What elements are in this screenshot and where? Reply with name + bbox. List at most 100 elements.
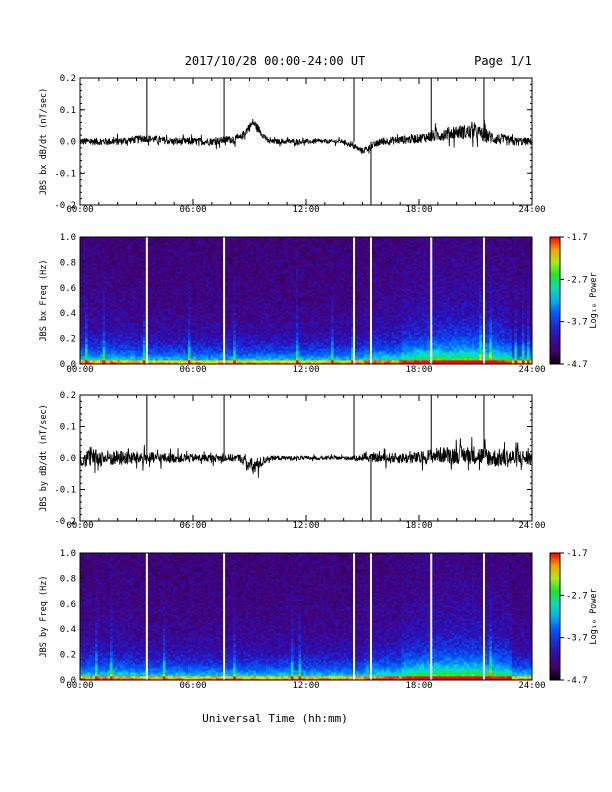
spectrogram-cell: [130, 286, 134, 289]
spectrogram-cell: [115, 360, 119, 363]
spectrogram-cell: [130, 322, 134, 325]
spectrogram-cell: [127, 362, 131, 365]
spectrogram-cell: [90, 250, 93, 254]
spectrogram-cell: [85, 298, 88, 301]
spectrogram-cell: [100, 292, 103, 295]
spectrogram-cell: [135, 280, 139, 284]
spectrogram-cell: [122, 352, 126, 355]
spectrogram-cell: [127, 308, 131, 311]
spectrogram-cell: [130, 280, 134, 284]
spectrogram-cell: [102, 244, 106, 248]
spectrogram-cell: [92, 312, 96, 315]
spectrogram-cell: [115, 256, 119, 260]
spectrogram-cell: [102, 350, 106, 353]
spectrogram-cell: [137, 296, 141, 299]
spectrogram-cell: [132, 288, 136, 291]
spectrogram-cell: [130, 300, 134, 303]
spectrogram-cell: [80, 358, 83, 361]
spectrogram-cell: [140, 358, 144, 361]
spectrogram-cell: [125, 292, 129, 295]
spectrogram-cell: [140, 278, 144, 282]
spectrogram-cell: [115, 264, 119, 268]
spectrogram-cell: [120, 306, 124, 309]
spectrogram-cell: [102, 332, 106, 335]
spectrogram-cell: [122, 328, 126, 331]
y-tick-label: 0.2: [60, 74, 76, 84]
spectrogram-cell: [102, 354, 106, 357]
spectrogram-cell: [117, 286, 121, 289]
spectrogram-cell: [125, 344, 129, 347]
spectrogram-cell: [112, 290, 116, 293]
spectrogram-cell: [127, 338, 131, 341]
spectrogram-cell: [127, 246, 131, 250]
spectrogram-cell: [130, 242, 134, 246]
spectrogram-cell: [105, 330, 109, 333]
spectrogram-cell: [122, 298, 126, 301]
spectrogram-cell: [87, 256, 91, 260]
spectrogram-cell: [92, 332, 96, 335]
spectrogram-cell: [105, 270, 109, 274]
spectrogram-cell: [87, 306, 91, 309]
spectrogram-cell: [92, 264, 96, 268]
spectrogram-cell: [137, 264, 141, 268]
spectrogram-cell: [90, 350, 93, 353]
spectrogram-cell: [112, 298, 116, 301]
spectrogram-cell: [97, 258, 101, 262]
spectrogram-cell: [135, 238, 139, 242]
spectrogram-cell: [132, 278, 136, 282]
spectrogram-cell: [132, 324, 136, 327]
spectrogram-cell: [135, 286, 139, 289]
spectrogram-cell: [90, 322, 93, 325]
spectrogram-cell: [132, 252, 136, 256]
spectrogram-cell: [130, 288, 134, 291]
spectrogram-cell: [82, 282, 86, 286]
spectrogram-cell: [142, 344, 146, 347]
spectrogram-cell: [122, 350, 126, 353]
spectrogram-cell: [125, 362, 129, 365]
spectrogram-cell: [102, 340, 106, 343]
spectrogram-cell: [105, 258, 109, 262]
spectrogram-cell: [117, 356, 121, 359]
spectrogram-cell: [90, 296, 93, 299]
spectrogram-cell: [80, 316, 83, 319]
spectrogram-cell: [82, 272, 86, 276]
spectrogram-cell: [135, 288, 139, 291]
spectrogram-cell: [102, 264, 106, 268]
spectrogram-cell: [97, 330, 101, 333]
spectrogram-cell: [115, 324, 119, 327]
spectrogram-cell: [112, 342, 116, 345]
spectrogram-cell: [110, 344, 114, 347]
spectrogram-cell: [115, 258, 119, 262]
spectrogram-cell: [135, 284, 139, 288]
spectrogram-cell: [105, 358, 109, 361]
spectrogram-cell: [120, 342, 124, 345]
spectrogram-cell: [147, 362, 151, 365]
spectrogram-cell: [110, 264, 114, 268]
spectrogram-cell: [105, 276, 109, 280]
spectrogram-cell: [97, 268, 101, 272]
spectrogram-cell: [142, 270, 146, 274]
spectrogram-cell: [102, 358, 106, 361]
spectrogram-cell: [97, 324, 101, 327]
spectrogram-cell: [120, 296, 124, 299]
spectrogram-cell: [92, 258, 96, 262]
spectrogram-cell: [115, 312, 119, 315]
spectrogram-cell: [135, 336, 139, 339]
spectrogram-cell: [135, 270, 139, 274]
spectrogram-cell: [105, 348, 109, 351]
spectrogram-cell: [100, 342, 103, 345]
spectrogram-cell: [97, 250, 101, 254]
spectrogram-cell: [97, 344, 101, 347]
spectrogram-cell: [132, 250, 136, 254]
spectrogram-cell: [102, 272, 106, 276]
spectrogram-cell: [120, 320, 124, 323]
spectrogram-cell: [125, 360, 129, 363]
x-tick-label: 24:00: [518, 365, 545, 375]
spectrogram-cell: [100, 288, 103, 291]
spectrogram-cell: [132, 318, 136, 321]
spectrogram-cell: [95, 258, 98, 262]
spectrogram-cell: [110, 258, 114, 262]
spectrogram-cell: [85, 237, 88, 240]
spectrogram-cell: [107, 272, 111, 276]
spectrogram-cell: [142, 272, 146, 276]
